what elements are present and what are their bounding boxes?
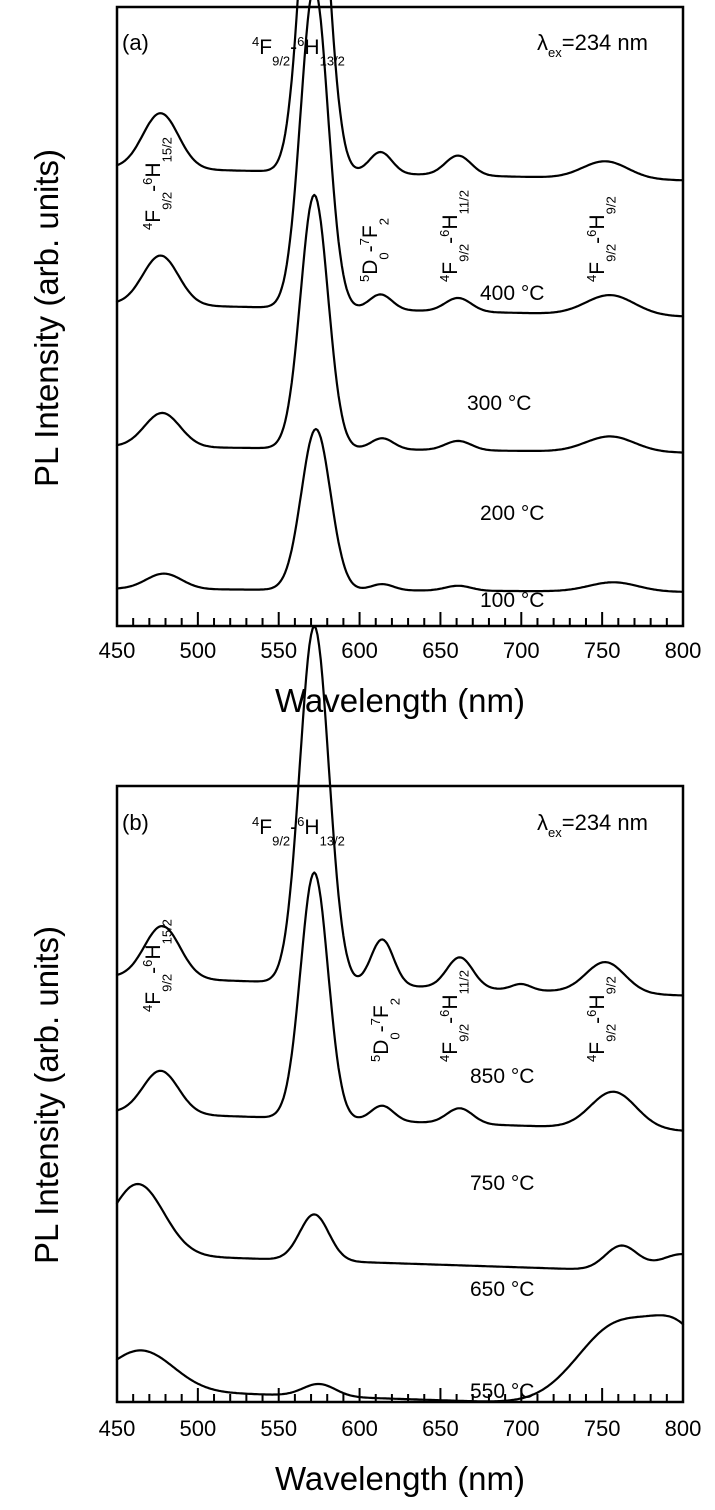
- transition-label-t3: 5D0-7F2: [357, 218, 392, 282]
- transition-label-t1: 4F9/2-6H15/2: [140, 137, 175, 230]
- transition-label-t4: 4F9/2-6H11/2: [437, 970, 472, 1062]
- excitation-label: λex=234 nm: [537, 810, 648, 840]
- series-label: 200 °C: [480, 502, 544, 525]
- chart-panel-b: 450 500 550 600 650 700 750 800 Wavelength (nm) P…: [28, 625, 702, 1497]
- series-label: 750 °C: [470, 1172, 534, 1195]
- series-line-200c: [115, 193, 685, 454]
- excitation-label: λex=234 nm: [537, 30, 648, 60]
- series-label: 400 °C: [480, 282, 544, 305]
- x-tick-label: 550: [260, 638, 297, 663]
- plot-frame: [115, 5, 685, 628]
- x-tick-label: 500: [179, 1416, 216, 1441]
- x-tick-label: 750: [584, 1416, 621, 1441]
- x-tick-label: 700: [503, 1416, 540, 1441]
- x-tick-label: 800: [665, 638, 702, 663]
- series-line-100c: [115, 427, 685, 593]
- transition-label-t1: 4F9/2-6H15/2: [140, 919, 175, 1012]
- transition-label-t2: 4F9/2-6H13/2: [252, 34, 345, 69]
- plot-frame: [115, 784, 685, 1404]
- series-line-550c: [115, 1314, 685, 1403]
- x-tick-label: 500: [179, 638, 216, 663]
- series-label: 100 °C: [480, 589, 544, 612]
- series-label: 550 °C: [470, 1380, 534, 1403]
- x-tick-label: 700: [503, 638, 540, 663]
- transition-label-t5: 4F9/2-6H9/2: [584, 976, 619, 1062]
- series-label: 650 °C: [470, 1278, 534, 1301]
- x-axis-label: Wavelength (nm): [275, 682, 525, 719]
- x-tick-label: 550: [260, 1416, 297, 1441]
- x-tick-label: 450: [99, 638, 136, 663]
- x-tick-label: 650: [422, 638, 459, 663]
- series-line-750c: [115, 871, 685, 1132]
- chart-panel-a: 450 500 550 600 650 700 750 800 Wavelength (nm) P…: [28, 0, 701, 719]
- series-line-400c: [115, 0, 685, 182]
- y-axis-label: PL Intensity (arb. units): [28, 149, 65, 487]
- panel-label: (a): [122, 30, 149, 55]
- x-tick-label: 600: [341, 638, 378, 663]
- series-label: 850 °C: [470, 1065, 534, 1088]
- x-axis-label: Wavelength (nm): [275, 1460, 525, 1497]
- y-axis-label: PL Intensity (arb. units): [28, 926, 65, 1264]
- x-tick-label: 450: [99, 1416, 136, 1441]
- transition-label-t3: 5D0-7F2: [368, 998, 403, 1062]
- series-line-300c: [115, 0, 685, 318]
- x-tick-label: 600: [341, 1416, 378, 1441]
- panel-label: (b): [122, 810, 149, 835]
- x-tick-label: 750: [584, 638, 621, 663]
- x-tick-label: 800: [665, 1416, 702, 1441]
- series-line-850c: [115, 625, 685, 997]
- x-tick-label: 650: [422, 1416, 459, 1441]
- series-label: 300 °C: [467, 392, 531, 415]
- transition-label-t5: 4F9/2-6H9/2: [584, 196, 619, 282]
- transition-label-t4: 4F9/2-6H11/2: [437, 190, 472, 282]
- series-line-650c: [115, 1182, 685, 1270]
- transition-label-t2: 4F9/2-6H13/2: [252, 814, 345, 849]
